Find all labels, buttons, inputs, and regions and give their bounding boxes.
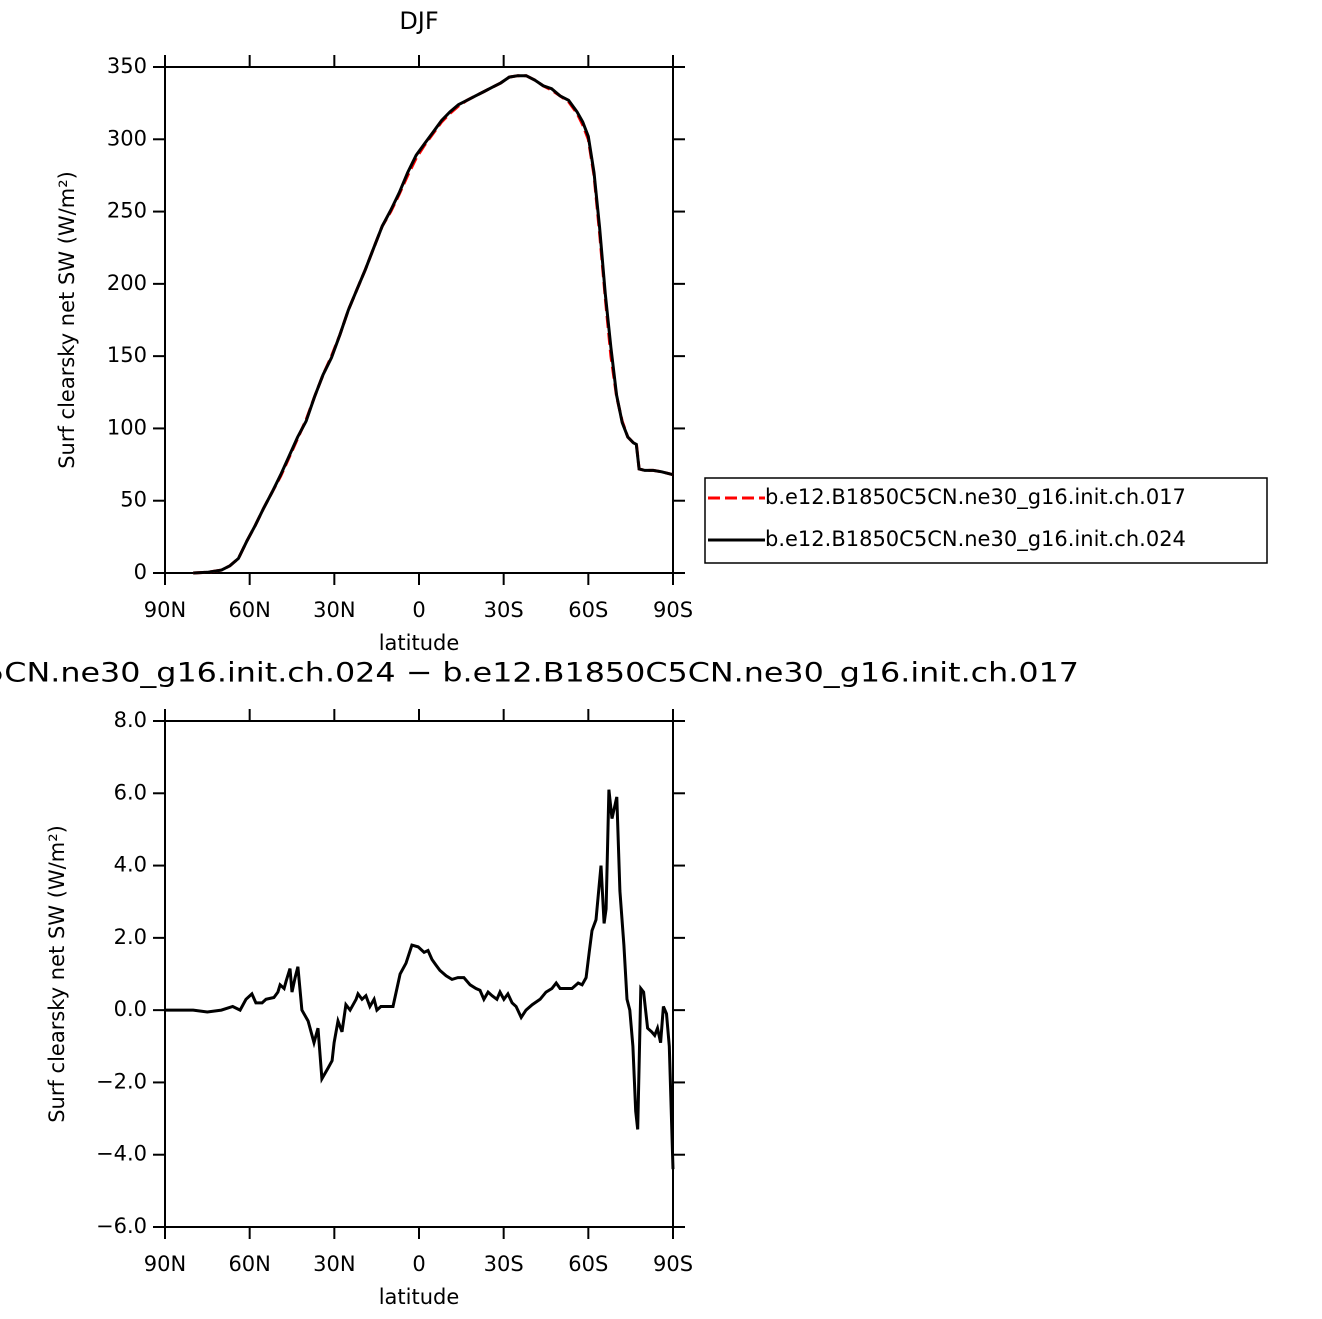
y-tick-label: 200 [107, 271, 147, 295]
y-tick-label: 0.0 [114, 997, 147, 1021]
x-tick-label: 30S [484, 598, 524, 622]
x-tick-label: 30N [313, 1252, 355, 1276]
y-tick-label: 250 [107, 199, 147, 223]
x-axis-label: latitude [379, 1285, 460, 1309]
legend-label: b.e12.B1850C5CN.ne30_g16.init.ch.017 [765, 485, 1186, 510]
x-tick-label: 0 [412, 598, 425, 622]
data-line [193, 74, 674, 575]
y-tick-label: 150 [107, 343, 147, 367]
x-tick-label: 30S [484, 1252, 524, 1276]
x-tick-label: 90N [144, 1252, 186, 1276]
legend-label: b.e12.B1850C5CN.ne30_g16.init.ch.024 [765, 527, 1186, 552]
x-tick-label: 60S [568, 598, 608, 622]
y-tick-label: −6.0 [96, 1214, 147, 1238]
plot-frame [164, 66, 674, 574]
y-tick-label: 50 [120, 488, 147, 512]
y-tick-label: 2.0 [114, 925, 147, 949]
y-tick-label: −2.0 [96, 1069, 147, 1093]
data-line [165, 789, 675, 1170]
y-tick-label: −4.0 [96, 1142, 147, 1166]
chart-title: DJF [399, 7, 438, 35]
y-tick-label: 0 [134, 560, 147, 584]
x-axis-label: latitude [379, 631, 460, 655]
x-tick-label: 90S [653, 598, 693, 622]
x-tick-label: 90N [144, 598, 186, 622]
x-tick-label: 60S [568, 1252, 608, 1276]
x-tick-label: 60N [228, 598, 270, 622]
y-tick-label: 300 [107, 126, 147, 150]
x-tick-label: 0 [412, 1252, 425, 1276]
x-tick-label: 30N [313, 598, 355, 622]
x-tick-label: 90S [653, 1252, 693, 1276]
y-tick-label: 350 [107, 54, 147, 78]
y-tick-label: 6.0 [114, 780, 147, 804]
plot-frame [164, 720, 674, 1228]
data-line [193, 74, 674, 575]
y-tick-label: 4.0 [114, 853, 147, 877]
x-tick-label: 60N [228, 1252, 270, 1276]
y-tick-label: 100 [107, 415, 147, 439]
y-axis-label: Surf clearsky net SW (W/m²) [55, 171, 79, 469]
legend-box [704, 477, 1268, 564]
y-axis-label: Surf clearsky net SW (W/m²) [45, 825, 69, 1123]
chart-title: b.e12.B1850C5CN.ne30_g16.init.ch.024 − b… [0, 658, 1079, 689]
y-tick-label: 8.0 [114, 708, 147, 732]
